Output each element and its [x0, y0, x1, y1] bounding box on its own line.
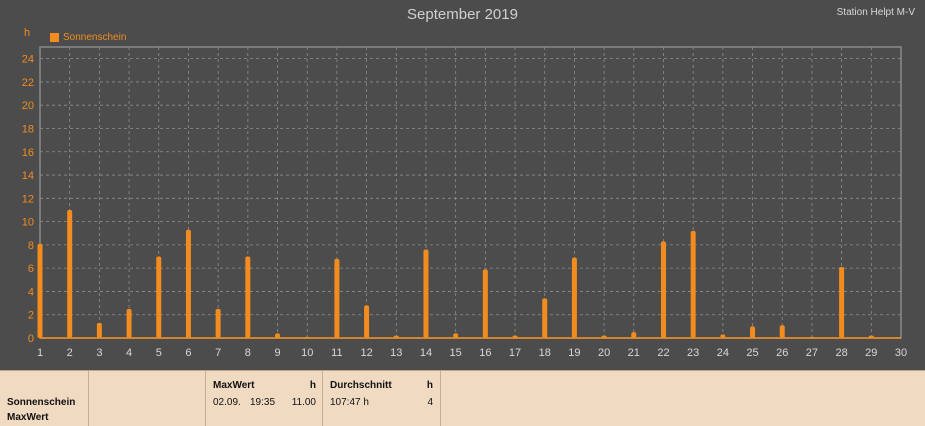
- y-tick-label: 6: [28, 263, 34, 275]
- y-tick-label: 24: [22, 54, 34, 66]
- y-tick-label: 16: [22, 147, 34, 159]
- durchschnitt-unit: h: [426, 380, 433, 391]
- y-tick-label: 18: [22, 123, 34, 135]
- x-tick-label: 29: [865, 347, 877, 359]
- x-tick-label: 12: [360, 347, 372, 359]
- chart-title: September 2019: [407, 6, 518, 23]
- bar: [37, 243, 43, 338]
- y-tick-label: 0: [28, 333, 34, 345]
- maxwert-time: 19:35: [250, 397, 276, 408]
- bar: [601, 335, 607, 338]
- x-tick-label: 9: [274, 347, 280, 359]
- bar: [126, 308, 132, 338]
- bar: [720, 334, 726, 338]
- bar: [67, 209, 73, 338]
- y-tick-label: 2: [28, 310, 34, 322]
- x-tick-label: 14: [420, 347, 432, 359]
- row-label-maxwert: MaxWert: [7, 412, 49, 423]
- maxwert-column: MaxWert h 02.09. 19:35 11.00: [206, 371, 323, 426]
- durchschnitt-total: 107:47 h: [330, 397, 369, 408]
- y-tick-label: 22: [22, 77, 34, 89]
- x-tick-label: 17: [509, 347, 521, 359]
- bar: [779, 325, 785, 338]
- y-axis-unit: h: [24, 27, 31, 39]
- y-tick-label: 10: [22, 217, 34, 229]
- x-tick-label: 25: [746, 347, 758, 359]
- durchschnitt-column: Durchschnitt h 107:47 h 4: [323, 371, 441, 426]
- y-tick-label: 20: [22, 100, 34, 112]
- maxwert-unit: h: [309, 380, 316, 391]
- bar: [215, 308, 221, 338]
- bar: [304, 336, 310, 338]
- x-tick-label: 24: [717, 347, 729, 359]
- y-tick-label: 12: [22, 193, 34, 205]
- bar: [809, 336, 815, 338]
- y-tick-label: 4: [28, 286, 34, 298]
- bar: [156, 256, 162, 338]
- x-tick-label: 18: [539, 347, 551, 359]
- legend-label: Sonnenschein: [63, 32, 127, 43]
- row-label-sonnenschein: Sonnenschein: [7, 397, 76, 408]
- bar: [393, 335, 399, 338]
- x-tick-label: 15: [450, 347, 462, 359]
- bar: [512, 335, 518, 338]
- y-tick-label: 8: [28, 240, 34, 252]
- maxwert-value: 11.00: [291, 397, 316, 408]
- station-name: Station Helpt M-V: [836, 7, 915, 18]
- x-tick-label: 3: [96, 347, 102, 359]
- bar: [542, 298, 548, 338]
- x-tick-label: 23: [687, 347, 699, 359]
- row-labels-column: Sonnenschein MaxWert: [0, 371, 89, 426]
- bar: [690, 230, 696, 338]
- x-tick-label: 26: [776, 347, 788, 359]
- y-tick-label: 14: [22, 170, 34, 182]
- x-tick-label: 21: [628, 347, 640, 359]
- x-tick-label: 28: [835, 347, 847, 359]
- plot-frame: [39, 46, 902, 339]
- bar: [660, 241, 666, 338]
- bar: [482, 269, 488, 338]
- summary-table: Sonnenschein MaxWert MaxWert h 02.09. 19…: [0, 370, 925, 426]
- x-tick-label: 4: [126, 347, 132, 359]
- bar: [631, 332, 637, 338]
- bar: [364, 305, 370, 338]
- x-tick-label: 11: [331, 347, 342, 359]
- bar: [750, 326, 756, 338]
- x-tick-label: 20: [598, 347, 610, 359]
- bar: [334, 258, 340, 338]
- bar: [275, 333, 281, 338]
- x-tick-label: 19: [568, 347, 580, 359]
- x-tick-label: 10: [301, 347, 313, 359]
- bar: [185, 229, 191, 338]
- empty-column: [89, 371, 206, 426]
- x-tick-label: 2: [67, 347, 73, 359]
- x-tick-label: 16: [479, 347, 491, 359]
- legend-swatch: [50, 33, 59, 42]
- x-tick-label: 8: [245, 347, 251, 359]
- bar: [453, 333, 459, 338]
- x-tick-label: 22: [657, 347, 669, 359]
- bar: [868, 335, 874, 338]
- x-tick-label: 1: [37, 347, 43, 359]
- bar: [423, 249, 429, 338]
- chart-area: 0 2 4 6 8 10 12 14 16 18 20 22 24 1 2 3 4 5 6 7 8 9 10 11 12 13 14…: [21, 6, 915, 359]
- bar: [839, 266, 845, 338]
- durchschnitt-header: Durchschnitt: [330, 380, 392, 391]
- x-tick-label: 5: [156, 347, 162, 359]
- bar: [571, 257, 577, 338]
- x-tick-label: 7: [215, 347, 221, 359]
- maxwert-date: 02.09.: [213, 397, 241, 408]
- bar: [245, 256, 251, 338]
- maxwert-header: MaxWert: [213, 380, 255, 391]
- x-tick-label: 27: [806, 347, 818, 359]
- x-tick-label: 13: [390, 347, 402, 359]
- x-tick-label: 30: [895, 347, 907, 359]
- x-tick-label: 6: [185, 347, 191, 359]
- bar: [96, 322, 102, 338]
- legend: Sonnenschein: [50, 32, 126, 43]
- durchschnitt-value: 4: [427, 397, 433, 408]
